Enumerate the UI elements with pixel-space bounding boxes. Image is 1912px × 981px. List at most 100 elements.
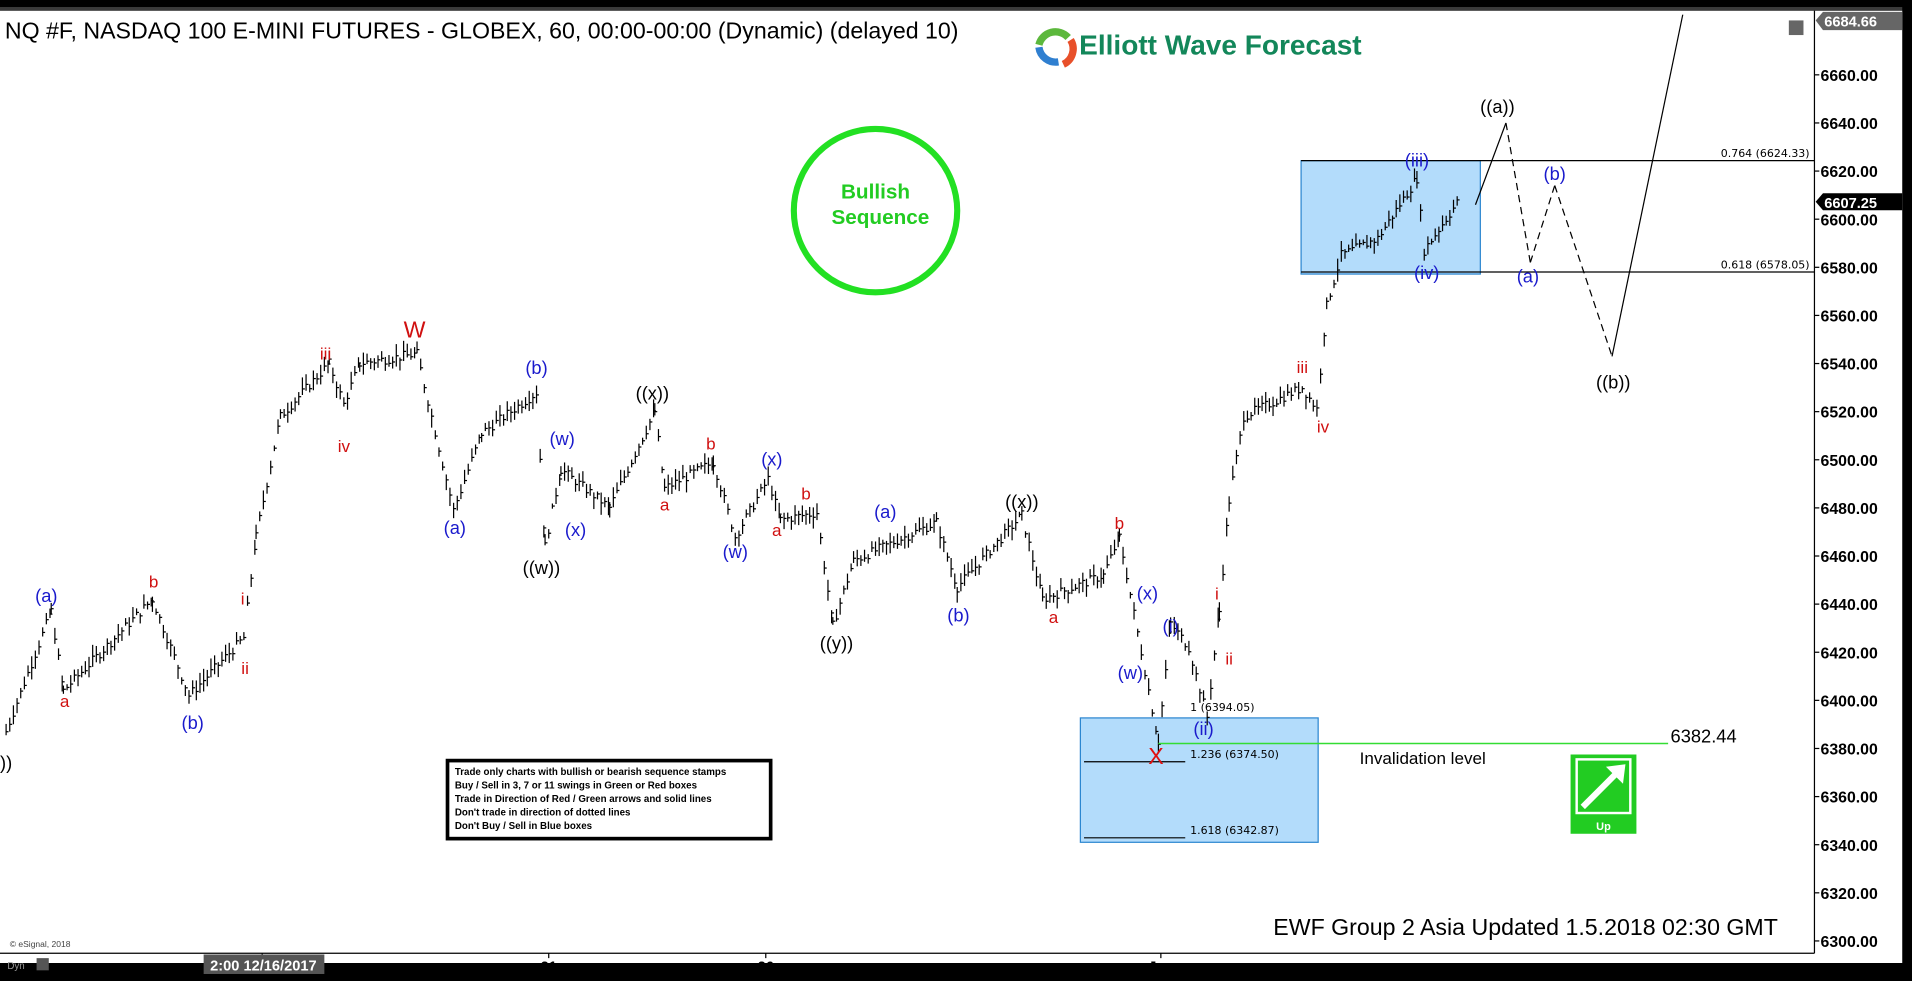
price-bar xyxy=(277,419,281,434)
price-bar xyxy=(410,348,414,360)
copyright: © eSignal, 2018 xyxy=(10,939,71,949)
price-bar xyxy=(1155,726,1159,735)
stamp-line2: Sequence xyxy=(831,206,929,229)
price-bar xyxy=(1191,660,1195,675)
price-bar xyxy=(1049,584,1053,603)
price-bar xyxy=(23,676,27,690)
price-bar xyxy=(438,447,442,457)
restore-window-icon[interactable] xyxy=(1788,20,1804,36)
price-bar xyxy=(1395,199,1399,218)
price-bar xyxy=(467,463,471,475)
fib-levels: 0.764 (6624.33) 0.618 (6578.05) 1 (6394.05… xyxy=(1084,147,1815,839)
price-bar xyxy=(790,515,794,530)
invalidation: 6382.44 Invalidation level xyxy=(1158,725,1737,768)
price-bar xyxy=(696,463,700,472)
price-bar xyxy=(922,516,926,536)
price-bar xyxy=(1449,209,1453,226)
wave-labels: ))(a)ab(b)iiiiiiivW(a)(b)((w))(w)(x)((x)… xyxy=(0,96,1631,773)
price-bar xyxy=(1024,531,1028,538)
price-bar xyxy=(741,519,746,535)
price-bar xyxy=(339,384,343,400)
price-bar xyxy=(548,529,552,539)
price-bar xyxy=(1170,617,1174,634)
price-bar xyxy=(720,485,724,498)
price-bar xyxy=(856,549,860,567)
dyn-label[interactable]: Dyn xyxy=(7,961,24,972)
price-bar xyxy=(1337,258,1341,282)
wave-label: (i) xyxy=(1162,616,1178,637)
y-tick-label: 6380.00 xyxy=(1821,742,1878,759)
price-bar xyxy=(162,624,166,639)
price-bar xyxy=(805,510,809,525)
price-bar xyxy=(9,717,13,732)
wave-label: X xyxy=(1148,743,1163,769)
price-bar xyxy=(638,443,642,457)
price-bar xyxy=(1312,399,1316,412)
price-bar xyxy=(416,341,420,354)
price-bar xyxy=(427,400,431,413)
lock-icon[interactable] xyxy=(36,958,49,971)
rule-1: Trade only charts with bullish or bearis… xyxy=(455,767,727,778)
price-bar xyxy=(798,510,802,526)
price-bar xyxy=(273,445,277,452)
price-bar xyxy=(578,473,582,492)
y-tick-label: 6560.00 xyxy=(1821,309,1878,326)
price-bar xyxy=(631,459,635,468)
price-bar xyxy=(1333,279,1337,289)
price-bar xyxy=(1228,496,1232,512)
price-bar xyxy=(195,680,199,701)
price-bar xyxy=(996,537,1000,552)
price-bar xyxy=(210,658,214,678)
price-bar xyxy=(609,502,613,518)
price-bar xyxy=(982,547,986,561)
price-bar xyxy=(1239,431,1243,445)
wave-label: (iv) xyxy=(1414,262,1439,283)
price-bar xyxy=(1355,233,1359,247)
wave-label: (a) xyxy=(874,501,896,522)
arrow-up-right-icon xyxy=(1580,764,1626,810)
projection-solid-line xyxy=(1611,14,1684,357)
price-bar xyxy=(1340,240,1344,262)
price-bar xyxy=(155,608,159,615)
price-bar xyxy=(929,518,933,532)
wave-label: )) xyxy=(0,752,12,773)
price-bar xyxy=(1165,659,1169,679)
price-bar xyxy=(139,613,143,624)
price-bar xyxy=(1272,396,1276,417)
price-bar xyxy=(582,471,586,487)
price-bar xyxy=(1028,532,1032,552)
price-bar xyxy=(978,564,982,575)
price-bar xyxy=(778,502,782,519)
price-bar xyxy=(939,526,943,549)
top-bar xyxy=(0,7,1903,11)
wave-label: b xyxy=(149,572,159,591)
wave-label: (w) xyxy=(1118,662,1143,683)
up-badge-bg xyxy=(1570,754,1637,834)
price-bar xyxy=(110,640,114,655)
price-bar xyxy=(539,448,543,463)
price-bar xyxy=(1410,185,1414,203)
price-bar xyxy=(831,610,835,624)
price-bar xyxy=(99,652,103,664)
price-bar xyxy=(320,364,324,385)
wave-label: (a) xyxy=(444,517,466,538)
y-tick-label: 6660.00 xyxy=(1821,68,1878,85)
price-bar xyxy=(232,647,236,661)
price-bar xyxy=(779,514,783,524)
price-bar xyxy=(513,401,518,420)
price-bar xyxy=(1351,238,1355,252)
price-bar xyxy=(381,351,385,362)
fib-label: 1 (6394.05) xyxy=(1190,701,1254,714)
price-bar xyxy=(989,550,993,559)
price-bar xyxy=(290,401,294,415)
updated-footer: EWF Group 2 Asia Updated 1.5.2018 02:30 … xyxy=(1273,914,1778,940)
price-bar xyxy=(563,462,568,481)
price-bar xyxy=(893,536,897,549)
price-bar xyxy=(92,644,96,667)
price-bar xyxy=(685,472,689,493)
price-bar xyxy=(596,491,600,500)
up-arrow-badge: Up xyxy=(1570,754,1637,834)
price-axis: 6660.00 6640.00 6620.00 6600.00 6580.00 6560.… xyxy=(1814,11,1903,951)
price-bar xyxy=(1319,368,1324,384)
